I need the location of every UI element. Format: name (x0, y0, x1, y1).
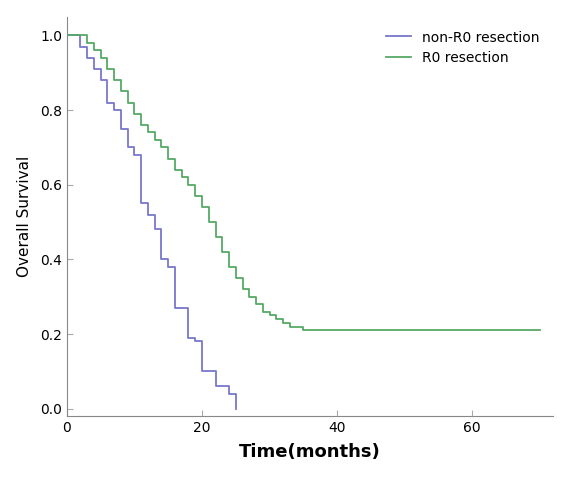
non-R0 resection (138, 200, 145, 206)
R0 resection (158, 144, 165, 150)
non-R0 resection (91, 66, 97, 72)
R0 resection (273, 316, 280, 322)
non-R0 resection (97, 77, 104, 83)
non-R0 resection (63, 33, 70, 38)
non-R0 resection (104, 100, 111, 106)
R0 resection (259, 309, 266, 315)
non-R0 resection (77, 43, 84, 49)
R0 resection (124, 100, 131, 106)
R0 resection (77, 33, 84, 38)
R0 resection (145, 130, 152, 135)
non-R0 resection (111, 107, 117, 113)
R0 resection (131, 111, 138, 117)
R0 resection (253, 301, 259, 307)
R0 resection (300, 327, 307, 333)
R0 resection (84, 40, 91, 46)
R0 resection (266, 313, 273, 318)
R0 resection (198, 204, 205, 210)
R0 resection (151, 137, 158, 143)
R0 resection (97, 55, 104, 61)
non-R0 resection (124, 144, 131, 150)
R0 resection (246, 294, 253, 300)
non-R0 resection (212, 383, 219, 389)
R0 resection (185, 182, 192, 187)
non-R0 resection (84, 55, 91, 61)
non-R0 resection (185, 335, 192, 341)
R0 resection (280, 320, 287, 326)
R0 resection (307, 327, 314, 333)
R0 resection (91, 47, 97, 53)
R0 resection (219, 249, 226, 255)
Y-axis label: Overall Survival: Overall Survival (17, 156, 32, 277)
R0 resection (117, 88, 124, 94)
non-R0 resection (117, 126, 124, 131)
R0 resection (536, 327, 543, 333)
R0 resection (226, 264, 233, 270)
R0 resection (111, 77, 117, 83)
R0 resection (314, 327, 320, 333)
non-R0 resection (165, 264, 172, 270)
R0 resection (286, 324, 293, 329)
Line: non-R0 resection: non-R0 resection (67, 35, 236, 409)
non-R0 resection (178, 305, 185, 311)
non-R0 resection (226, 391, 233, 397)
non-R0 resection (233, 406, 239, 412)
R0 resection (239, 286, 246, 292)
non-R0 resection (145, 212, 152, 217)
R0 resection (63, 33, 70, 38)
non-R0 resection (205, 369, 212, 374)
R0 resection (205, 219, 212, 225)
non-R0 resection (151, 227, 158, 232)
non-R0 resection (70, 33, 77, 38)
R0 resection (104, 66, 111, 72)
R0 resection (178, 174, 185, 180)
non-R0 resection (192, 338, 199, 344)
X-axis label: Time(months): Time(months) (239, 443, 381, 461)
R0 resection (233, 275, 239, 281)
Legend: non-R0 resection, R0 resection: non-R0 resection, R0 resection (379, 23, 547, 73)
R0 resection (165, 156, 172, 162)
R0 resection (192, 193, 199, 199)
Line: R0 resection: R0 resection (67, 35, 540, 330)
R0 resection (212, 234, 219, 240)
non-R0 resection (172, 305, 178, 311)
non-R0 resection (131, 152, 138, 158)
R0 resection (138, 122, 145, 128)
R0 resection (320, 327, 327, 333)
R0 resection (293, 324, 300, 329)
non-R0 resection (158, 257, 165, 262)
R0 resection (172, 167, 178, 173)
non-R0 resection (219, 383, 226, 389)
non-R0 resection (198, 369, 205, 374)
